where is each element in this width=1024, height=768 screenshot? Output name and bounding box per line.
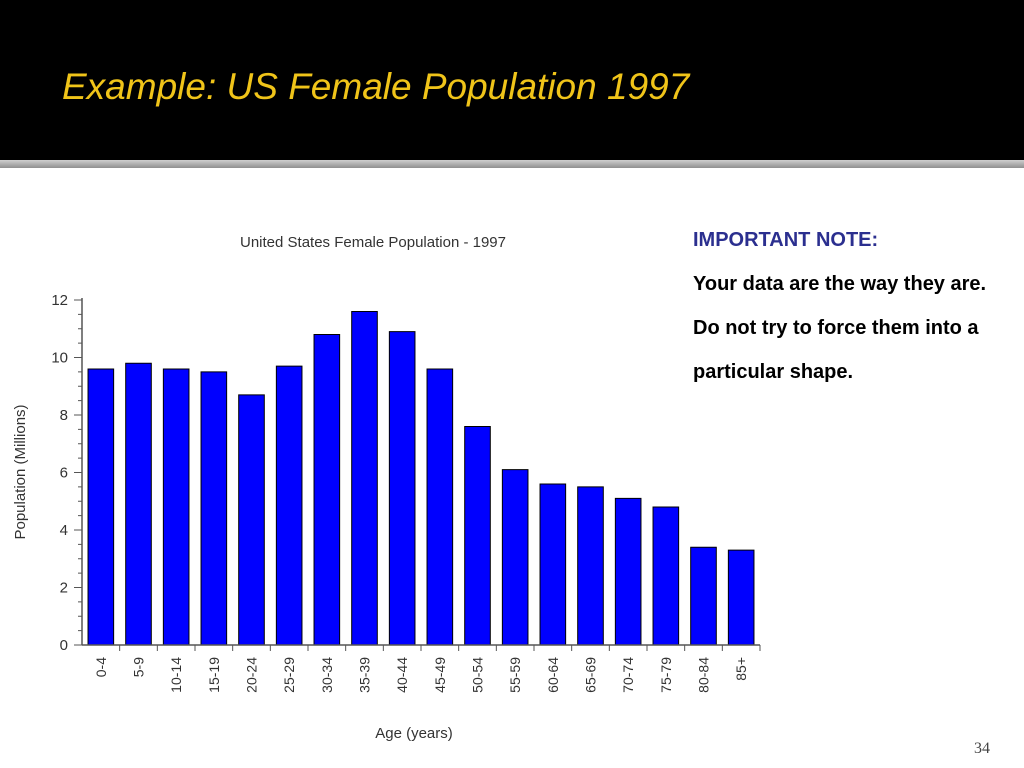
y-tick-label: 4 bbox=[60, 522, 68, 539]
x-tick-label: 25-29 bbox=[281, 657, 297, 693]
y-axis-label: Population (Millions) bbox=[12, 404, 29, 539]
x-tick-label: 70-74 bbox=[620, 657, 636, 693]
x-tick-label: 80-84 bbox=[696, 657, 712, 693]
y-tick-label: 0 bbox=[60, 637, 68, 654]
bar-10-14 bbox=[162, 368, 190, 646]
bar-35-39 bbox=[351, 311, 378, 646]
bar-20-24 bbox=[238, 394, 265, 646]
x-tick-label: 45-49 bbox=[432, 657, 448, 693]
x-tick-label: 40-44 bbox=[394, 657, 410, 693]
bar-40-44 bbox=[388, 331, 416, 646]
y-tick-label: 10 bbox=[51, 350, 68, 367]
x-tick-label: 30-34 bbox=[319, 657, 335, 693]
x-axis: 0-4 5-9 10-14 15-19 20-24 25-29 30-34 35-39 40-4… bbox=[82, 644, 761, 693]
title-bar: Example: US Female Population 1997 bbox=[0, 0, 1024, 160]
bar-30-34 bbox=[313, 334, 341, 646]
x-tick-label: 65-69 bbox=[583, 657, 599, 693]
bars-group bbox=[87, 311, 755, 646]
bar-25-29 bbox=[275, 365, 303, 646]
y-tick-label: 2 bbox=[60, 580, 68, 597]
bar-5-9 bbox=[125, 362, 152, 646]
bar-45-49 bbox=[426, 368, 454, 646]
x-tick-label: 75-79 bbox=[658, 657, 674, 693]
bar-50-54 bbox=[464, 426, 491, 646]
bar-70-74 bbox=[614, 497, 642, 646]
bar-65-69 bbox=[577, 486, 604, 646]
y-tick-label: 8 bbox=[60, 407, 68, 424]
note-body: Your data are the way they are. Do not t… bbox=[693, 273, 987, 383]
bar-85+ bbox=[727, 549, 755, 646]
bar-75-79 bbox=[652, 506, 680, 646]
x-tick-label: 50-54 bbox=[470, 657, 486, 693]
important-note: IMPORTANT NOTE: Your data are the way th… bbox=[693, 218, 993, 394]
x-tick-label: 55-59 bbox=[507, 657, 523, 693]
x-tick-label: 10-14 bbox=[168, 657, 184, 693]
chart-svg: United States Female Population - 1997 0… bbox=[12, 234, 761, 742]
y-axis: 0 2 4 6 8 10 12 bbox=[51, 292, 83, 654]
x-tick-label: 20-24 bbox=[244, 657, 260, 693]
bar-15-19 bbox=[200, 371, 228, 646]
x-tick-label: 15-19 bbox=[206, 657, 222, 693]
chart-title: United States Female Population - 1997 bbox=[240, 234, 506, 251]
bar-60-64 bbox=[539, 483, 567, 646]
x-tick-label: 0-4 bbox=[93, 657, 109, 677]
bar-chart: United States Female Population - 1997 0… bbox=[0, 220, 780, 750]
x-tick-label: 85+ bbox=[733, 657, 749, 681]
x-tick-label: 35-39 bbox=[357, 657, 373, 693]
bar-55-59 bbox=[501, 469, 529, 646]
x-axis-label: Age (years) bbox=[375, 725, 453, 742]
y-tick-label: 12 bbox=[51, 292, 68, 309]
x-tick-label: 60-64 bbox=[545, 657, 561, 693]
bar-0-4 bbox=[87, 368, 115, 646]
slide-title: Example: US Female Population 1997 bbox=[62, 66, 690, 107]
title-divider bbox=[0, 160, 1024, 168]
bar-80-84 bbox=[690, 546, 717, 646]
note-heading: IMPORTANT NOTE: bbox=[693, 229, 879, 251]
y-tick-label: 6 bbox=[60, 465, 68, 482]
x-tick-label: 5-9 bbox=[131, 657, 147, 677]
slide-number: 34 bbox=[974, 740, 990, 757]
